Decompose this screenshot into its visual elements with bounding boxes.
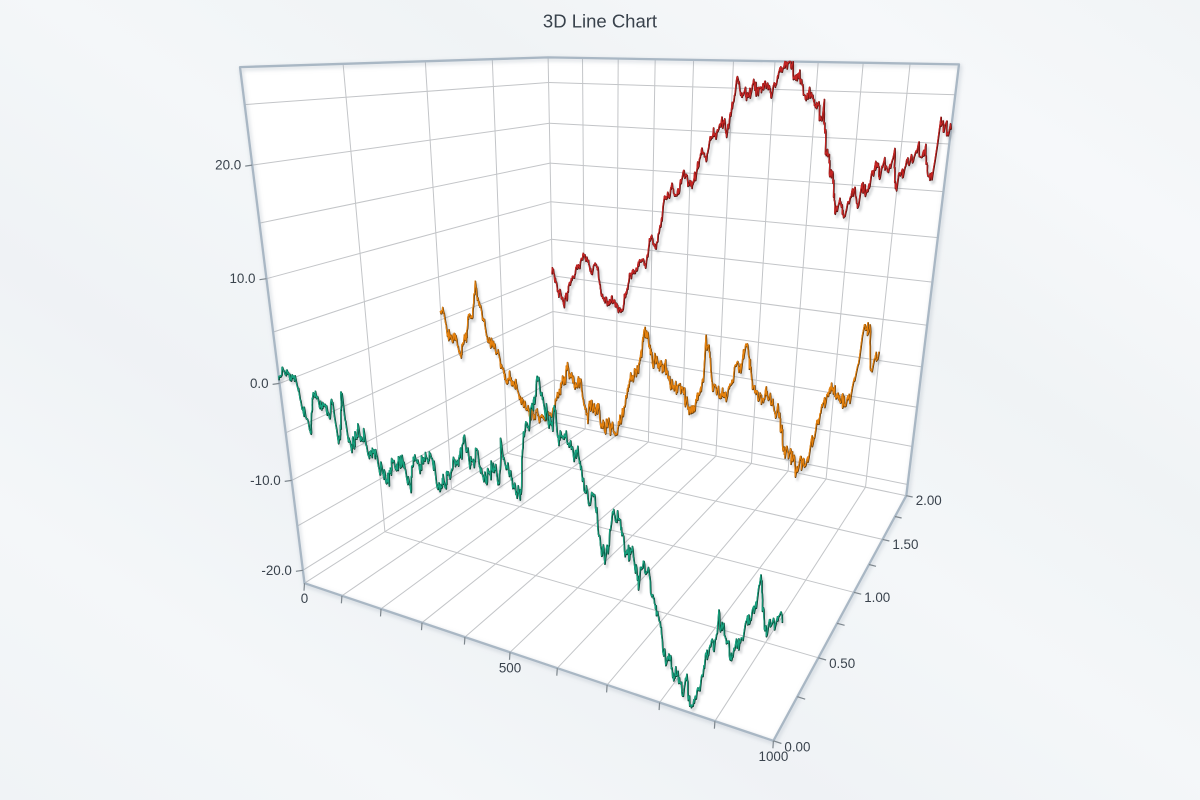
svg-text:20.0: 20.0	[215, 158, 241, 173]
svg-text:1000: 1000	[759, 749, 789, 764]
svg-text:-20.0: -20.0	[261, 563, 292, 578]
svg-text:0: 0	[301, 591, 308, 606]
svg-text:500: 500	[499, 660, 521, 675]
svg-text:1.50: 1.50	[892, 537, 918, 552]
svg-text:-10.0: -10.0	[250, 473, 281, 488]
svg-text:2.00: 2.00	[916, 493, 942, 508]
svg-text:1.00: 1.00	[864, 590, 890, 605]
svg-text:0.00: 0.00	[784, 740, 810, 755]
svg-text:3D Line Chart: 3D Line Chart	[543, 11, 657, 32]
svg-text:10.0: 10.0	[229, 271, 255, 286]
svg-text:0.0: 0.0	[250, 376, 269, 391]
svg-text:0.50: 0.50	[829, 656, 855, 671]
